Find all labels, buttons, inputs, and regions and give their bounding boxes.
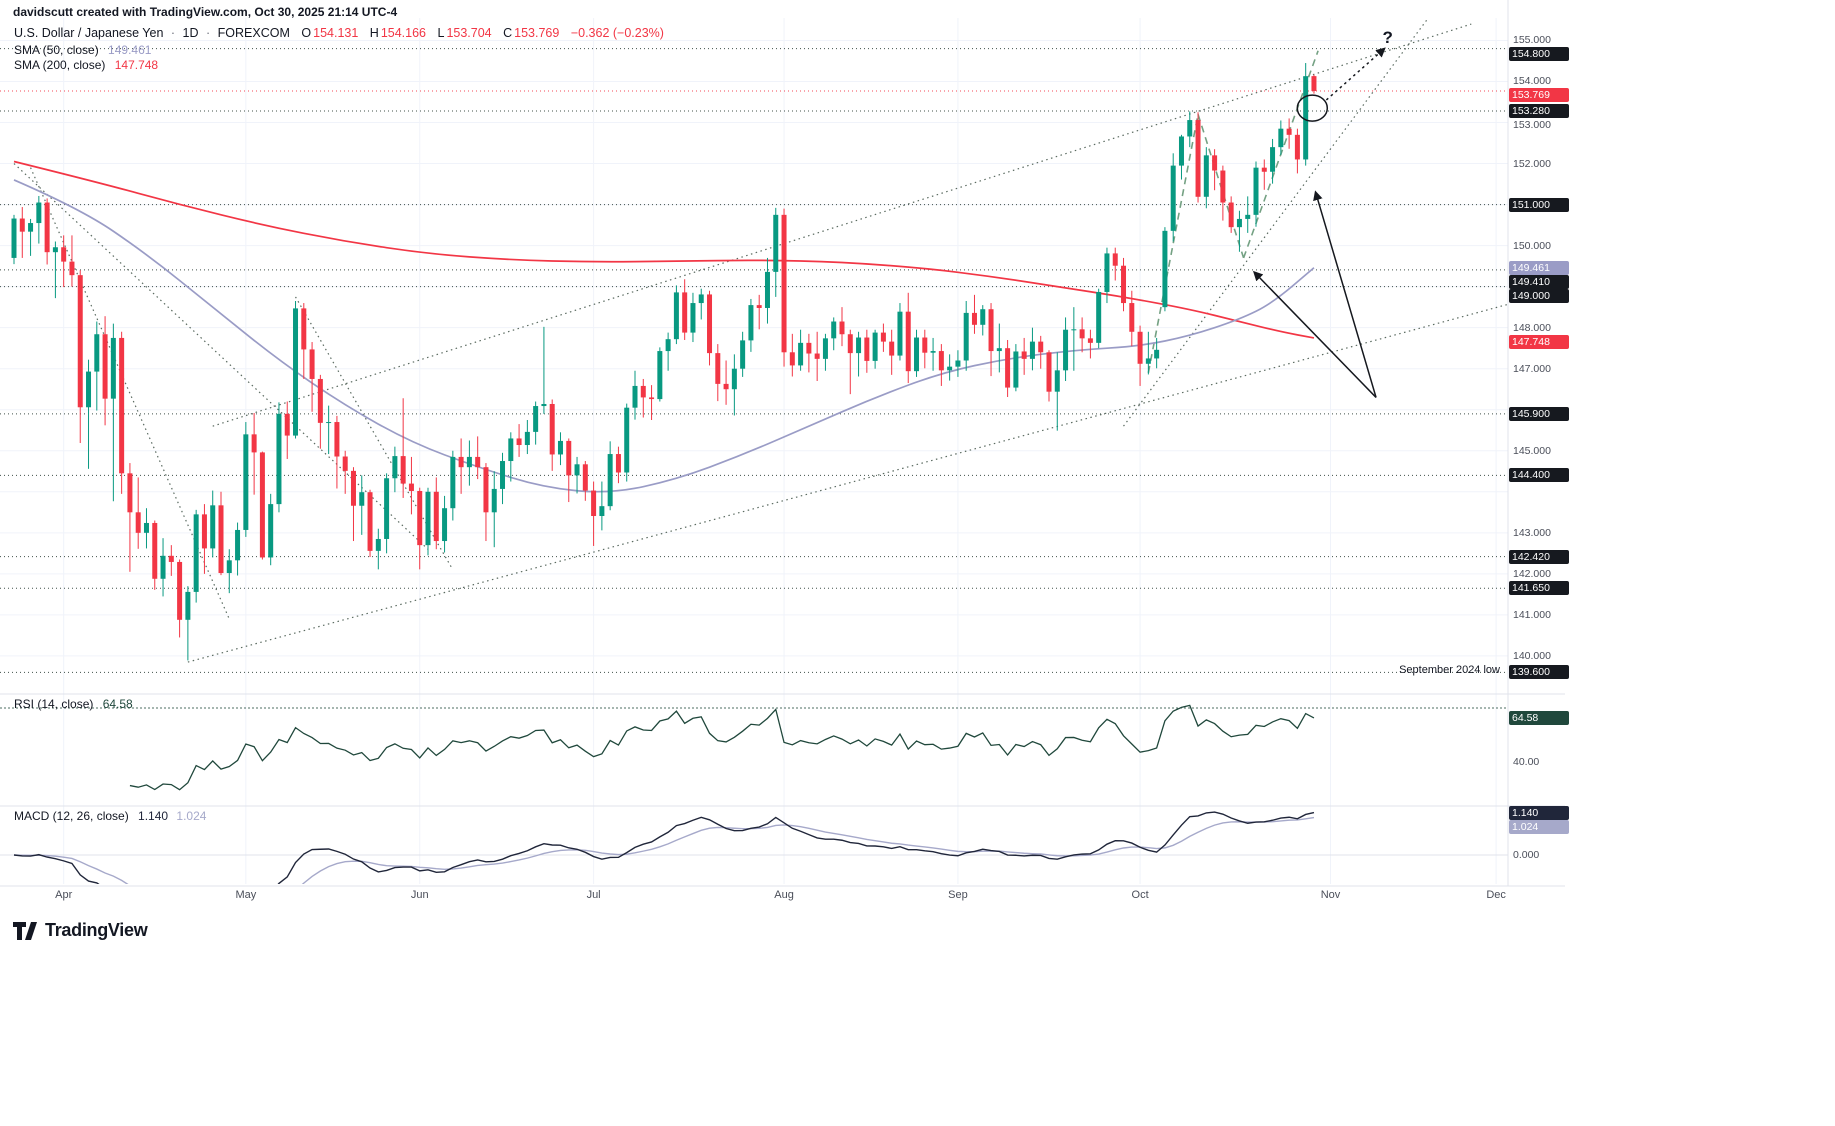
macd-legend[interactable]: MACD (12, 26, close) 1.140 1.024 bbox=[14, 809, 206, 823]
high-value: 154.166 bbox=[380, 26, 427, 40]
price-level-badge: 145.900 bbox=[1509, 406, 1569, 421]
macd-label: MACD (12, 26, close) bbox=[14, 809, 129, 823]
interval-label[interactable]: 1D bbox=[182, 26, 199, 40]
sma50-value-badge: 149.461 bbox=[1509, 260, 1569, 275]
macd-signal-value: 1.024 bbox=[176, 809, 207, 823]
price-axis-label: 153.000 bbox=[1513, 119, 1551, 132]
separator-dot: · bbox=[170, 26, 176, 40]
macd-axis-label: 0.000 bbox=[1513, 849, 1540, 861]
price-level-badge: 151.000 bbox=[1509, 197, 1569, 212]
price-axis-label: 142.000 bbox=[1513, 567, 1551, 580]
price-level-badge: 142.420 bbox=[1509, 549, 1569, 564]
last-price-badge: 153.769 bbox=[1509, 88, 1569, 103]
sma200-legend[interactable]: SMA (200, close) 147.748 bbox=[14, 58, 158, 72]
price-level-badge: 141.650 bbox=[1509, 581, 1569, 596]
exchange-label: FOREXCOM bbox=[217, 26, 290, 40]
symbol-title[interactable]: U.S. Dollar / Japanese Yen bbox=[14, 26, 164, 40]
separator-dot: · bbox=[206, 26, 211, 40]
symbol-legend[interactable]: U.S. Dollar / Japanese Yen · 1D · FOREXC… bbox=[14, 26, 664, 40]
price-level-badge: 153.280 bbox=[1509, 104, 1569, 119]
sma200-value: 147.748 bbox=[114, 58, 159, 72]
open-label: O bbox=[301, 26, 312, 40]
rsi-value-badge: 64.58 bbox=[1509, 710, 1569, 725]
sma50-label: SMA (50, close) bbox=[14, 43, 99, 57]
price-level-badge: 154.800 bbox=[1509, 47, 1569, 62]
time-axis-label: Dec bbox=[1486, 889, 1506, 901]
price-level-badge: 149.410 bbox=[1509, 274, 1569, 289]
price-axis-label: 148.000 bbox=[1513, 321, 1551, 334]
rsi-legend[interactable]: RSI (14, close) 64.58 bbox=[14, 697, 133, 711]
price-axis-label: 140.000 bbox=[1513, 649, 1551, 662]
price-axis-label: 141.000 bbox=[1513, 608, 1551, 621]
close-value: 153.769 bbox=[514, 26, 560, 40]
sma200-value-badge: 147.748 bbox=[1509, 334, 1569, 349]
rsi-axis-label: 40.00 bbox=[1513, 755, 1540, 768]
time-axis-label: Jun bbox=[410, 889, 429, 901]
sma200-label: SMA (200, close) bbox=[14, 58, 106, 72]
price-axis-label: 143.000 bbox=[1513, 526, 1551, 539]
macd-value: 1.140 bbox=[138, 809, 169, 823]
low-label: L bbox=[437, 26, 445, 40]
attribution-text: davidscutt created with TradingView.com,… bbox=[13, 5, 398, 19]
price-level-badge: 149.000 bbox=[1509, 288, 1569, 303]
price-axis-label: 152.000 bbox=[1513, 157, 1551, 170]
rsi-value: 64.58 bbox=[102, 697, 133, 711]
time-axis-label: Apr bbox=[55, 889, 73, 901]
high-label: H bbox=[369, 26, 379, 40]
price-axis[interactable]: 155.000 154.800 154.000 153.769 153.280 153.0… bbox=[1509, 0, 1579, 1126]
price-axis-label: 145.000 bbox=[1513, 444, 1551, 457]
rsi-label: RSI (14, close) bbox=[14, 697, 94, 711]
price-axis-label: 147.000 bbox=[1513, 362, 1551, 375]
price-axis-label: 155.000 bbox=[1513, 34, 1551, 47]
time-axis[interactable]: Apr May Jun Jul Aug Sep Oct Nov Dec bbox=[0, 889, 1565, 905]
change-value: −0.362 (−0.23%) bbox=[570, 26, 664, 40]
tradingview-brand-text: TradingView bbox=[45, 920, 148, 940]
tradingview-logo[interactable]: TradingView bbox=[12, 920, 148, 941]
price-level-badge: 144.400 bbox=[1509, 468, 1569, 483]
macd-value-badge: 1.140 bbox=[1509, 806, 1569, 821]
price-axis-label: 150.000 bbox=[1513, 239, 1551, 252]
september-2024-low-label: September 2024 low bbox=[1399, 664, 1500, 677]
sma50-value: 149.461 bbox=[108, 43, 152, 57]
time-axis-label: May bbox=[235, 889, 257, 901]
question-mark-annotation: ? bbox=[1382, 28, 1393, 48]
tradingview-logo-icon bbox=[13, 921, 37, 940]
time-axis-label: Sep bbox=[948, 889, 968, 901]
price-axis-label: 154.000 bbox=[1513, 75, 1551, 88]
sma50-legend[interactable]: SMA (50, close) 149.461 bbox=[14, 43, 151, 57]
open-value: 154.131 bbox=[313, 26, 359, 40]
time-axis-label: Oct bbox=[1131, 889, 1149, 901]
macd-signal-badge: 1.024 bbox=[1509, 820, 1569, 835]
time-axis-label: Jul bbox=[586, 889, 601, 901]
time-axis-label: Aug bbox=[774, 889, 794, 901]
low-value: 153.704 bbox=[446, 26, 492, 40]
time-axis-label: Nov bbox=[1320, 889, 1341, 901]
close-label: C bbox=[503, 26, 513, 40]
price-level-badge: 139.600 bbox=[1509, 665, 1569, 680]
